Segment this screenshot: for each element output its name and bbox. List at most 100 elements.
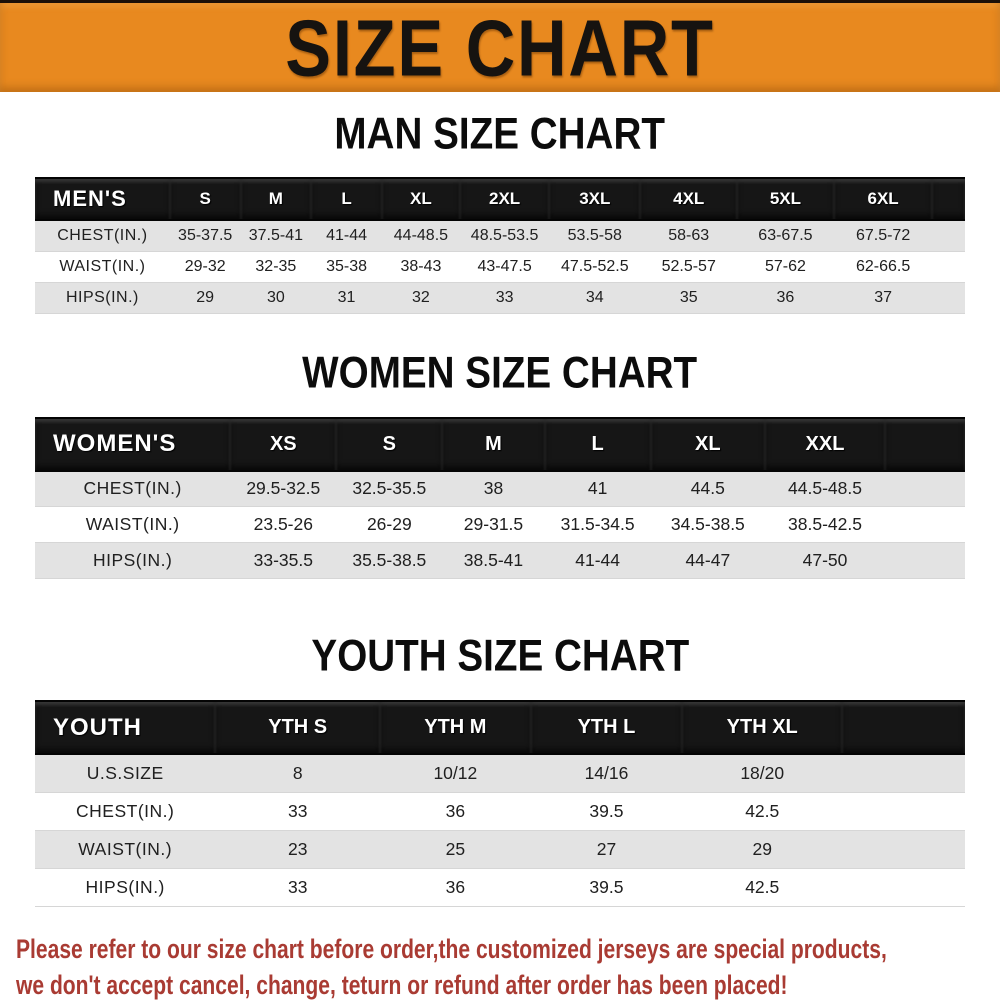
row-label: U.S.SIZE bbox=[35, 754, 216, 793]
value-cell: 34 bbox=[549, 282, 641, 314]
value-cell: 43-47.5 bbox=[459, 251, 550, 283]
value-cell: 14/16 bbox=[530, 754, 683, 793]
value-cell: 32.5-35.5 bbox=[336, 470, 443, 507]
value-cell: 35 bbox=[640, 282, 738, 314]
value-cell: 39.5 bbox=[530, 868, 683, 907]
row-label: CHEST(IN.) bbox=[35, 470, 231, 507]
header-row: WOMEN'S XS S M L XL XXL bbox=[35, 416, 965, 472]
value-cell: 38.5-42.5 bbox=[765, 506, 885, 543]
row-label: WAIST(IN.) bbox=[35, 830, 216, 869]
women-section-heading: WOMEN SIZE CHART bbox=[0, 347, 1000, 403]
value-cell: 36 bbox=[380, 868, 531, 907]
filler-cell bbox=[884, 470, 965, 507]
value-cell: 58-63 bbox=[640, 220, 738, 252]
value-cell: 32 bbox=[381, 282, 460, 314]
value-cell: 37 bbox=[833, 282, 933, 314]
column-header: XXL bbox=[765, 416, 885, 472]
table-row: WAIST(IN.) 23.5-26 26-29 29-31.5 31.5-34.5 34… bbox=[35, 506, 965, 543]
table-row: HIPS(IN.) 33-35.5 35.5-38.5 38.5-41 41-44 44-… bbox=[35, 542, 965, 579]
value-cell: 23.5-26 bbox=[230, 506, 337, 543]
value-cell: 25 bbox=[380, 830, 531, 869]
value-cell: 31 bbox=[311, 282, 382, 314]
column-header: XL bbox=[650, 416, 766, 472]
column-header: XS bbox=[230, 416, 337, 472]
men-heading-text: MAN SIZE CHART bbox=[334, 108, 666, 159]
value-cell: 29.5-32.5 bbox=[230, 470, 337, 507]
table-corner-label: MEN'S bbox=[35, 177, 170, 221]
youth-heading-text: YOUTH SIZE CHART bbox=[311, 630, 689, 681]
filler-cell bbox=[842, 754, 965, 793]
value-cell: 32-35 bbox=[240, 251, 312, 283]
size-chart-banner: SIZE CHART bbox=[0, 0, 1000, 92]
women-heading-text: WOMEN SIZE CHART bbox=[302, 347, 698, 397]
value-cell: 44-47 bbox=[650, 542, 766, 579]
column-header: 6XL bbox=[833, 177, 933, 221]
column-header: XL bbox=[381, 177, 460, 221]
column-header: 5XL bbox=[737, 177, 834, 221]
column-header: 2XL bbox=[459, 177, 550, 221]
value-cell: 33-35.5 bbox=[230, 542, 337, 579]
row-label: CHEST(IN.) bbox=[35, 220, 170, 252]
row-label: HIPS(IN.) bbox=[35, 282, 170, 314]
filler-cell bbox=[932, 251, 965, 283]
value-cell: 26-29 bbox=[336, 506, 443, 543]
value-cell: 39.5 bbox=[530, 792, 683, 831]
value-cell: 29 bbox=[169, 282, 241, 314]
value-cell: 35-37.5 bbox=[169, 220, 241, 252]
value-cell: 48.5-53.5 bbox=[459, 220, 550, 252]
filler-cell bbox=[884, 506, 965, 543]
filler-cell bbox=[842, 792, 965, 831]
value-cell: 29-32 bbox=[169, 251, 241, 283]
value-cell: 42.5 bbox=[682, 792, 843, 831]
value-cell: 41-44 bbox=[311, 220, 382, 252]
value-cell: 36 bbox=[380, 792, 531, 831]
value-cell: 62-66.5 bbox=[833, 251, 933, 283]
value-cell: 31.5-34.5 bbox=[544, 506, 651, 543]
table-corner-label: YOUTH bbox=[35, 700, 216, 755]
filler-cell bbox=[842, 830, 965, 869]
column-header: YTH L bbox=[530, 700, 683, 755]
table-row: CHEST(IN.) 35-37.5 37.5-41 41-44 44-48.5 48.5… bbox=[35, 220, 965, 252]
filler-cell bbox=[842, 700, 965, 755]
value-cell: 18/20 bbox=[682, 754, 843, 793]
value-cell: 42.5 bbox=[682, 868, 843, 907]
disclaimer-line-1: Please refer to our size chart before or… bbox=[16, 933, 887, 964]
women-section: WOMEN SIZE CHART WOMEN'S XS S M L XL XXL CHEST(… bbox=[0, 347, 1000, 579]
value-cell: 35-38 bbox=[311, 251, 382, 283]
value-cell: 47.5-52.5 bbox=[549, 251, 641, 283]
banner-title: SIZE CHART bbox=[285, 2, 715, 93]
disclaimer-line-2: we don't accept cancel, change, teturn o… bbox=[16, 969, 788, 1000]
column-header: L bbox=[544, 416, 651, 472]
column-header: S bbox=[169, 177, 241, 221]
value-cell: 57-62 bbox=[737, 251, 834, 283]
value-cell: 44.5 bbox=[650, 470, 766, 507]
table-row: HIPS(IN.) 29 30 31 32 33 34 35 36 37 bbox=[35, 282, 965, 314]
filler-cell bbox=[884, 542, 965, 579]
men-section-heading: MAN SIZE CHART bbox=[0, 108, 1000, 163]
column-header: YTH S bbox=[215, 700, 381, 755]
value-cell: 35.5-38.5 bbox=[336, 542, 443, 579]
men-size-table: MEN'S S M L XL 2XL 3XL 4XL 5XL 6XL CHEST(IN.) 35-37… bbox=[35, 177, 965, 314]
value-cell: 23 bbox=[215, 830, 381, 869]
value-cell: 41-44 bbox=[544, 542, 651, 579]
value-cell: 52.5-57 bbox=[640, 251, 738, 283]
row-label: HIPS(IN.) bbox=[35, 868, 216, 907]
table-corner-label: WOMEN'S bbox=[35, 416, 231, 472]
value-cell: 53.5-58 bbox=[549, 220, 641, 252]
column-header: 4XL bbox=[640, 177, 738, 221]
column-header: L bbox=[311, 177, 382, 221]
filler-cell bbox=[932, 177, 965, 221]
column-header: M bbox=[240, 177, 312, 221]
value-cell: 37.5-41 bbox=[240, 220, 312, 252]
youth-section: YOUTH SIZE CHART YOUTH YTH S YTH M YTH L YTH… bbox=[0, 630, 1000, 907]
value-cell: 36 bbox=[737, 282, 834, 314]
filler-cell bbox=[842, 868, 965, 907]
disclaimer: Please refer to our size chart before or… bbox=[16, 931, 1000, 1003]
value-cell: 38 bbox=[442, 470, 545, 507]
value-cell: 29-31.5 bbox=[442, 506, 545, 543]
value-cell: 29 bbox=[682, 830, 843, 869]
header-row: YOUTH YTH S YTH M YTH L YTH XL bbox=[35, 700, 965, 755]
value-cell: 44.5-48.5 bbox=[765, 470, 885, 507]
value-cell: 34.5-38.5 bbox=[650, 506, 766, 543]
filler-cell bbox=[884, 416, 965, 472]
